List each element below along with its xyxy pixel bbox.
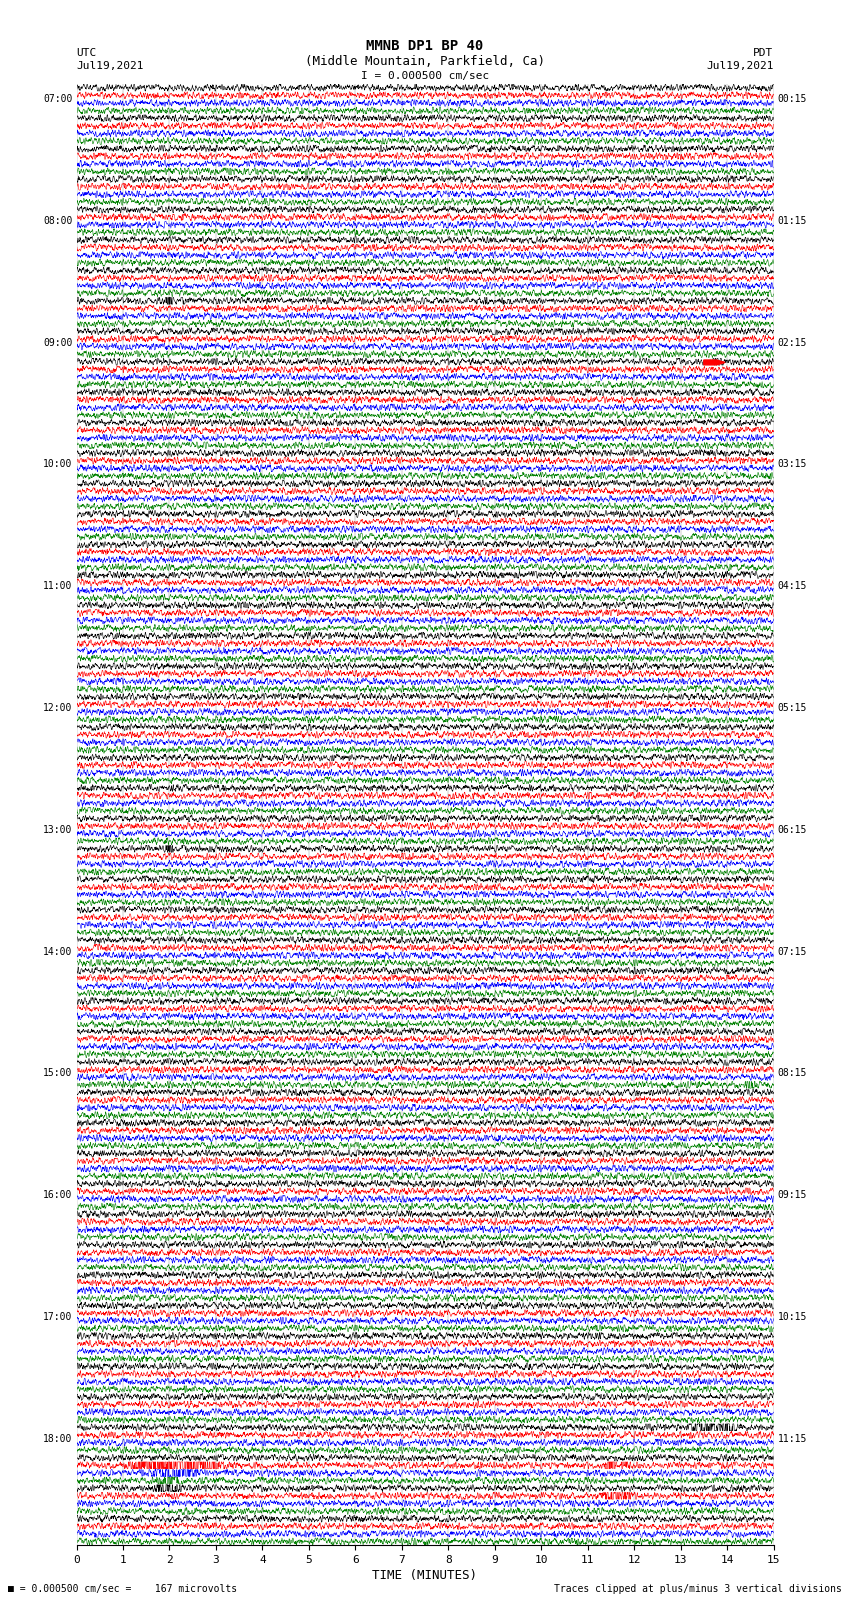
X-axis label: TIME (MINUTES): TIME (MINUTES) <box>372 1569 478 1582</box>
Text: 12:00: 12:00 <box>42 703 72 713</box>
Text: 08:00: 08:00 <box>42 216 72 226</box>
Text: 02:15: 02:15 <box>778 337 807 348</box>
Text: Jul19,2021: Jul19,2021 <box>76 61 144 71</box>
Text: ■ = 0.000500 cm/sec =    167 microvolts: ■ = 0.000500 cm/sec = 167 microvolts <box>8 1584 238 1594</box>
Text: 03:15: 03:15 <box>778 460 807 469</box>
Text: 04:15: 04:15 <box>778 581 807 592</box>
Text: 15:00: 15:00 <box>42 1068 72 1079</box>
Text: 06:15: 06:15 <box>778 824 807 836</box>
Text: 00:15: 00:15 <box>778 94 807 105</box>
Text: 07:00: 07:00 <box>42 94 72 105</box>
Text: 14:00: 14:00 <box>42 947 72 957</box>
Text: Traces clipped at plus/minus 3 vertical divisions: Traces clipped at plus/minus 3 vertical … <box>553 1584 842 1594</box>
Text: 09:15: 09:15 <box>778 1190 807 1200</box>
Text: 09:00: 09:00 <box>42 337 72 348</box>
Text: 13:00: 13:00 <box>42 824 72 836</box>
Text: 10:00: 10:00 <box>42 460 72 469</box>
Text: Jul19,2021: Jul19,2021 <box>706 61 774 71</box>
Text: 11:00: 11:00 <box>42 581 72 592</box>
Text: 16:00: 16:00 <box>42 1190 72 1200</box>
Text: 07:15: 07:15 <box>778 947 807 957</box>
Text: (Middle Mountain, Parkfield, Ca): (Middle Mountain, Parkfield, Ca) <box>305 55 545 68</box>
Text: 08:15: 08:15 <box>778 1068 807 1079</box>
Text: 01:15: 01:15 <box>778 216 807 226</box>
Text: 10:15: 10:15 <box>778 1311 807 1323</box>
Text: 18:00: 18:00 <box>42 1434 72 1444</box>
Text: MMNB DP1 BP 40: MMNB DP1 BP 40 <box>366 39 484 53</box>
Text: I = 0.000500 cm/sec: I = 0.000500 cm/sec <box>361 71 489 81</box>
Text: UTC: UTC <box>76 48 97 58</box>
Text: 05:15: 05:15 <box>778 703 807 713</box>
Text: 11:15: 11:15 <box>778 1434 807 1444</box>
Text: PDT: PDT <box>753 48 774 58</box>
Text: 17:00: 17:00 <box>42 1311 72 1323</box>
